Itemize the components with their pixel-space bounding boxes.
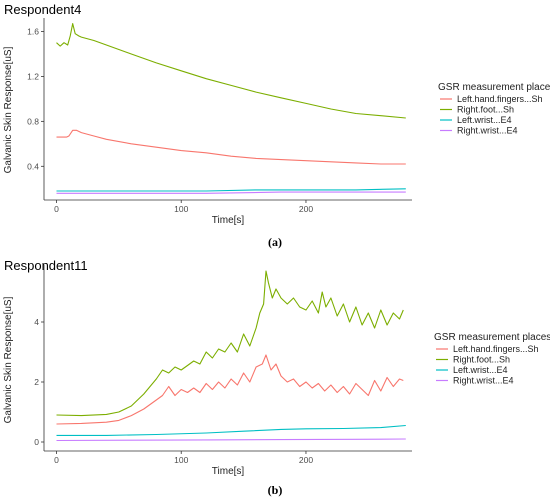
x-tick-label: 0 [54, 455, 59, 465]
x-axis-title: Time[s] [212, 466, 245, 477]
legend-label: Left.wrist...E4 [457, 115, 512, 125]
series-line-right-wrist-e4 [56, 191, 406, 194]
legend-title: GSR measurement places [438, 82, 550, 93]
legend-title: GSR measurement places [434, 332, 550, 343]
legend-label: Right.foot...Sh [453, 355, 510, 365]
x-tick-label: 200 [299, 204, 313, 214]
legend-label: Left.hand.fingers...Sh [453, 344, 539, 354]
legend-label: Right.foot...Sh [457, 105, 514, 115]
y-tick-label: 4 [34, 317, 39, 327]
y-tick-label: 0.4 [27, 161, 39, 171]
legend-label: Left.hand.fingers...Sh [457, 94, 543, 104]
series-line-left-wrist-e4 [56, 424, 406, 436]
y-tick-label: 1.6 [27, 26, 39, 36]
series-line-right-wrist-e4 [56, 438, 406, 442]
y-tick-label: 2 [34, 377, 39, 387]
series-line-left-wrist-e4 [56, 188, 406, 192]
x-axis-title: Time[s] [212, 215, 245, 226]
legend-label: Right.wrist...E4 [453, 376, 514, 386]
chart-title: Respondent11 [4, 258, 88, 273]
x-tick-label: 200 [299, 455, 313, 465]
legend-label: Left.wrist...E4 [453, 365, 508, 375]
series-line-left-hand-fingers-sh [56, 354, 404, 425]
y-tick-label: 0.8 [27, 116, 39, 126]
series-line-left-hand-fingers-sh [56, 129, 406, 165]
x-tick-label: 100 [174, 455, 188, 465]
series-line-right-foot-sh [56, 23, 406, 119]
series-line-right-foot-sh [56, 270, 404, 417]
y-tick-label: 1.2 [27, 71, 39, 81]
x-tick-label: 100 [174, 204, 188, 214]
y-tick-label: 0 [34, 437, 39, 447]
y-axis-title: Galvanic Skin Response[uS] [3, 296, 14, 423]
figure-caption: (a) [268, 235, 282, 249]
chart-title: Respondent4 [4, 2, 81, 17]
x-tick-label: 0 [54, 204, 59, 214]
y-axis-title: Galvanic Skin Response[uS] [3, 46, 14, 173]
legend-label: Right.wrist...E4 [457, 126, 518, 136]
figure-caption: (b) [268, 483, 283, 497]
